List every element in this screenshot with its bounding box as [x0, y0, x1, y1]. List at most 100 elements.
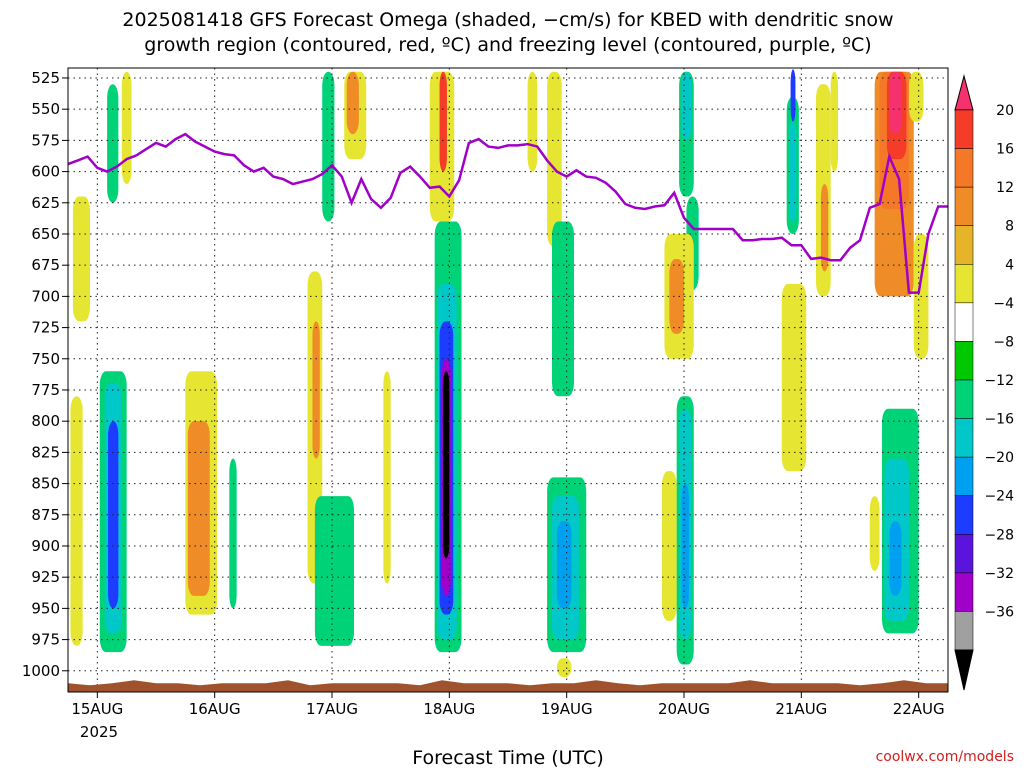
- y-tick-label: 525: [31, 69, 60, 87]
- colorbar-segment: [954, 341, 974, 381]
- y-tick-label: 925: [31, 568, 60, 586]
- y-tick-label: 550: [31, 100, 60, 118]
- colorbar-label: 12: [996, 180, 1014, 196]
- colorbar-segment: [954, 148, 974, 188]
- colorbar-label: −20: [984, 450, 1014, 466]
- colorbar-segment: [954, 225, 974, 265]
- omega-region: [889, 71, 902, 135]
- y-tick-label: 725: [31, 319, 60, 337]
- colorbar-segment: [954, 109, 974, 149]
- y-tick-label: 750: [31, 350, 60, 368]
- omega-region: [789, 121, 797, 222]
- ground-terrain: [68, 680, 948, 692]
- x-tick-label: 17AUG: [306, 700, 358, 718]
- omega-region: [781, 283, 807, 472]
- x-tick-label: 20AUG: [658, 700, 710, 718]
- omega-region: [681, 71, 692, 141]
- y-tick-label: 825: [31, 443, 60, 461]
- y-tick-label: 900: [31, 537, 60, 555]
- y-axis: 525 550 575 600 625 650 675 700 725 750 775 800 825 8…: [22, 69, 68, 680]
- omega-region: [322, 71, 335, 222]
- colorbar-label: −8: [993, 334, 1014, 350]
- colorbar-label: −32: [984, 566, 1014, 582]
- plot-frame: [67, 67, 949, 693]
- omega-region: [314, 496, 354, 646]
- colorbar-label: 16: [996, 142, 1014, 158]
- omega-shading: [70, 69, 929, 678]
- x-axis-label: Forecast Time (UTC): [412, 747, 603, 768]
- x-tick-label: 16AUG: [189, 700, 241, 718]
- plot-area: [67, 67, 949, 693]
- y-tick-label: 800: [31, 412, 60, 430]
- colorbar-segment: [954, 611, 974, 651]
- omega-region: [70, 396, 83, 646]
- omega-region: [527, 71, 538, 172]
- colorbar-label: 4: [1005, 257, 1014, 273]
- omega-region: [869, 496, 880, 571]
- y-tick-label: 575: [31, 131, 60, 149]
- omega-region: [556, 658, 572, 678]
- colorbar-bottom-arrow: [954, 649, 974, 691]
- colorbar-segment: [954, 186, 974, 226]
- gridlines: [68, 68, 948, 692]
- chart-title: 2025081418 GFS Forecast Omega (shaded, −…: [122, 9, 893, 31]
- omega-region: [107, 84, 119, 203]
- freezing-level-contour: [67, 132, 948, 294]
- colorbar-segment: [954, 534, 974, 574]
- omega-region: [790, 69, 796, 122]
- y-tick-label: 600: [31, 163, 60, 181]
- colorbar-segment: [954, 302, 974, 342]
- y-tick-label: 650: [31, 225, 60, 243]
- x-tick-label: 21AUG: [775, 700, 827, 718]
- omega-region: [552, 221, 574, 397]
- omega-region: [547, 71, 562, 247]
- colorbar-label: −16: [984, 412, 1014, 428]
- colorbar-label: 8: [1005, 219, 1014, 235]
- colorbar-label: −28: [984, 527, 1014, 543]
- omega-region: [556, 521, 572, 609]
- colorbar-top-arrow: [954, 74, 974, 111]
- chart-subtitle: growth region (contoured, red, ºC) and f…: [144, 34, 871, 56]
- colorbar-label: −24: [984, 489, 1014, 505]
- y-tick-label: 950: [31, 599, 60, 617]
- omega-region: [346, 71, 359, 135]
- colorbar-segment: [954, 456, 974, 496]
- x-tick-label: 19AUG: [541, 700, 593, 718]
- colorbar-segment: [954, 572, 974, 612]
- y-tick-label: 875: [31, 506, 60, 524]
- omega-region: [889, 521, 902, 596]
- y-tick-label: 1000: [22, 662, 60, 680]
- colorbar-label: −4: [993, 296, 1014, 312]
- y-tick-label: 975: [31, 631, 60, 649]
- omega-region: [442, 371, 450, 559]
- x-year-label: 2025: [80, 723, 118, 741]
- x-axis: 15AUG 16AUG 17AUG 18AUG 19AUG 20AUG 21AUG 22AUG: [71, 692, 945, 718]
- colorbar-segment: [954, 495, 974, 535]
- x-tick-label: 15AUG: [71, 700, 123, 718]
- colorbar-segment: [954, 379, 974, 419]
- omega-region: [121, 71, 132, 185]
- omega-region: [662, 471, 677, 621]
- omega-region: [820, 184, 829, 272]
- colorbar-label: 20: [996, 103, 1014, 119]
- y-tick-label: 625: [31, 194, 60, 212]
- omega-region: [830, 71, 838, 172]
- omega-region: [229, 458, 237, 609]
- y-tick-label: 675: [31, 256, 60, 274]
- x-tick-label: 18AUG: [423, 700, 475, 718]
- omega-region: [383, 371, 391, 584]
- colorbar-segment: [954, 418, 974, 458]
- omega-region: [439, 71, 447, 172]
- omega-region: [908, 71, 924, 122]
- credit-text: coolwx.com/models: [876, 749, 1014, 765]
- x-tick-label: 22AUG: [893, 700, 945, 718]
- omega-region: [72, 196, 90, 322]
- colorbar-legend: 20 16 12 8 4 −4 −8 −12 −16 −20 −24 −28 −32 −36: [954, 74, 1014, 691]
- colorbar-label: −12: [984, 373, 1014, 389]
- y-tick-label: 850: [31, 475, 60, 493]
- y-tick-label: 700: [31, 287, 60, 305]
- omega-region: [669, 258, 684, 334]
- y-tick-label: 775: [31, 381, 60, 399]
- colorbar-label: −36: [984, 604, 1014, 620]
